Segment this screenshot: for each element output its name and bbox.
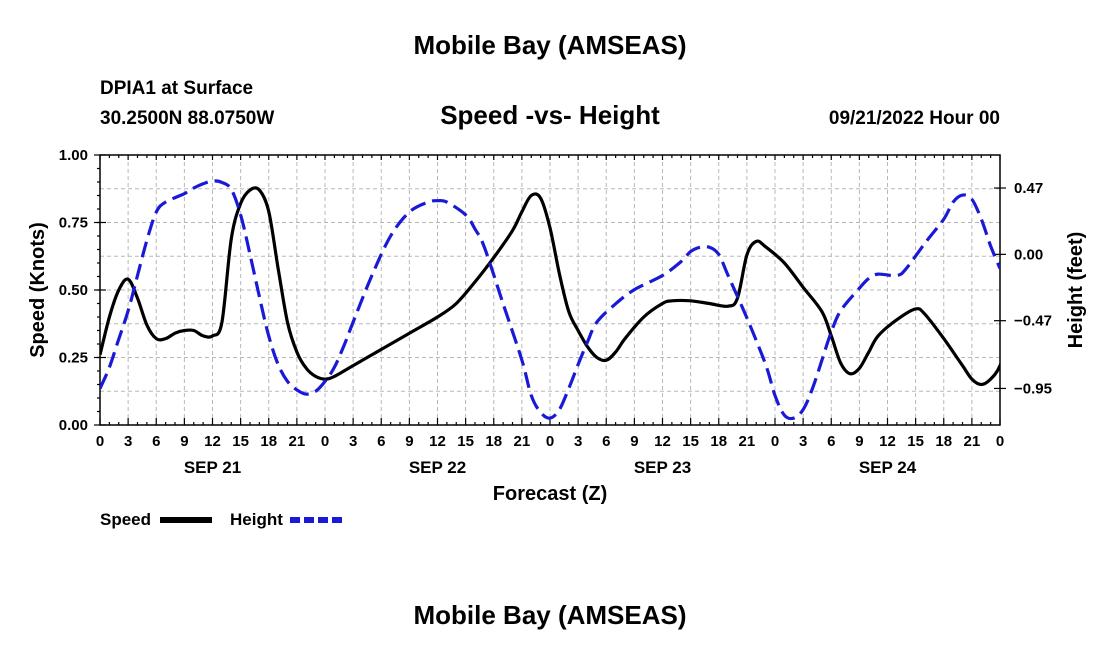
series-lines [100, 179, 1000, 421]
day-label: SEP 22 [409, 458, 466, 477]
main-title: Mobile Bay (AMSEAS) [413, 30, 686, 60]
forecast-date: 09/21/2022 Hour 00 [829, 108, 1000, 129]
x-tick-label: 18 [935, 433, 952, 450]
x-tick-label: 3 [574, 433, 582, 450]
chart-subtitle: Speed -vs- Height [440, 100, 660, 130]
y-left-tick-label: 0.50 [59, 282, 88, 299]
y-left-tick-label: 0.25 [59, 350, 88, 367]
series-line-speed [100, 186, 1000, 387]
y-axis-left-title: Speed (Knots) [27, 222, 49, 358]
station-label: DPIA1 at Surface [100, 78, 253, 99]
x-tick-label: 0 [96, 433, 104, 450]
x-tick-label: 9 [405, 433, 413, 450]
x-tick-label: 21 [739, 433, 756, 450]
x-tick-label: 12 [429, 433, 446, 450]
x-tick-label: 0 [546, 433, 554, 450]
x-tick-label: 15 [457, 433, 474, 450]
day-label: SEP 21 [184, 458, 241, 477]
x-tick-label: 18 [260, 433, 277, 450]
x-tick-label: 3 [124, 433, 132, 450]
series-line-height [100, 179, 1000, 421]
y-right-tick-label: −0.95 [1014, 380, 1052, 397]
legend-speed-label: Speed [100, 510, 151, 529]
x-tick-label: 18 [710, 433, 727, 450]
bottom-title: Mobile Bay (AMSEAS) [413, 600, 686, 630]
x-tick-label: 15 [232, 433, 249, 450]
station-coords: 30.2500N 88.0750W [100, 108, 274, 129]
x-tick-label: 6 [377, 433, 385, 450]
y-axis-right-title: Height (feet) [1065, 232, 1087, 349]
y-right-tick-label: 0.47 [1014, 180, 1043, 197]
y-left-tick-label: 1.00 [59, 147, 88, 164]
legend: Speed Height [100, 510, 342, 529]
x-tick-label: 21 [514, 433, 531, 450]
y-left-tick-label: 0.00 [59, 417, 88, 434]
legend-height-label: Height [230, 510, 283, 529]
x-tick-label: 12 [204, 433, 221, 450]
x-tick-label: 3 [799, 433, 807, 450]
day-label: SEP 24 [859, 458, 917, 477]
x-tick-label: 6 [827, 433, 835, 450]
x-tick-label: 15 [682, 433, 699, 450]
x-tick-label: 0 [321, 433, 329, 450]
day-label: SEP 23 [634, 458, 691, 477]
x-tick-label: 9 [630, 433, 638, 450]
x-tick-label: 12 [879, 433, 896, 450]
tick-labels: 0 3 6 9 12 15 18 21 0 3 6 9 12 15 18 21 0 3 6 9 12 15 18 21 0 3 6 9… [59, 147, 1052, 477]
y-right-tick-label: 0.00 [1014, 246, 1043, 263]
x-tick-label: 12 [654, 433, 671, 450]
x-tick-label: 9 [855, 433, 863, 450]
x-tick-label: 6 [152, 433, 160, 450]
y-right-tick-label: −0.47 [1014, 313, 1052, 330]
x-tick-label: 21 [289, 433, 306, 450]
x-tick-label: 3 [349, 433, 357, 450]
x-tick-label: 6 [602, 433, 610, 450]
y-left-tick-label: 0.75 [59, 215, 88, 232]
x-tick-label: 15 [907, 433, 924, 450]
x-tick-label: 0 [996, 433, 1004, 450]
x-tick-label: 0 [771, 433, 779, 450]
x-tick-label: 21 [964, 433, 981, 450]
x-axis-title: Forecast (Z) [493, 483, 607, 505]
x-tick-label: 18 [485, 433, 502, 450]
x-tick-label: 9 [180, 433, 188, 450]
plot-frame [99, 154, 1001, 426]
